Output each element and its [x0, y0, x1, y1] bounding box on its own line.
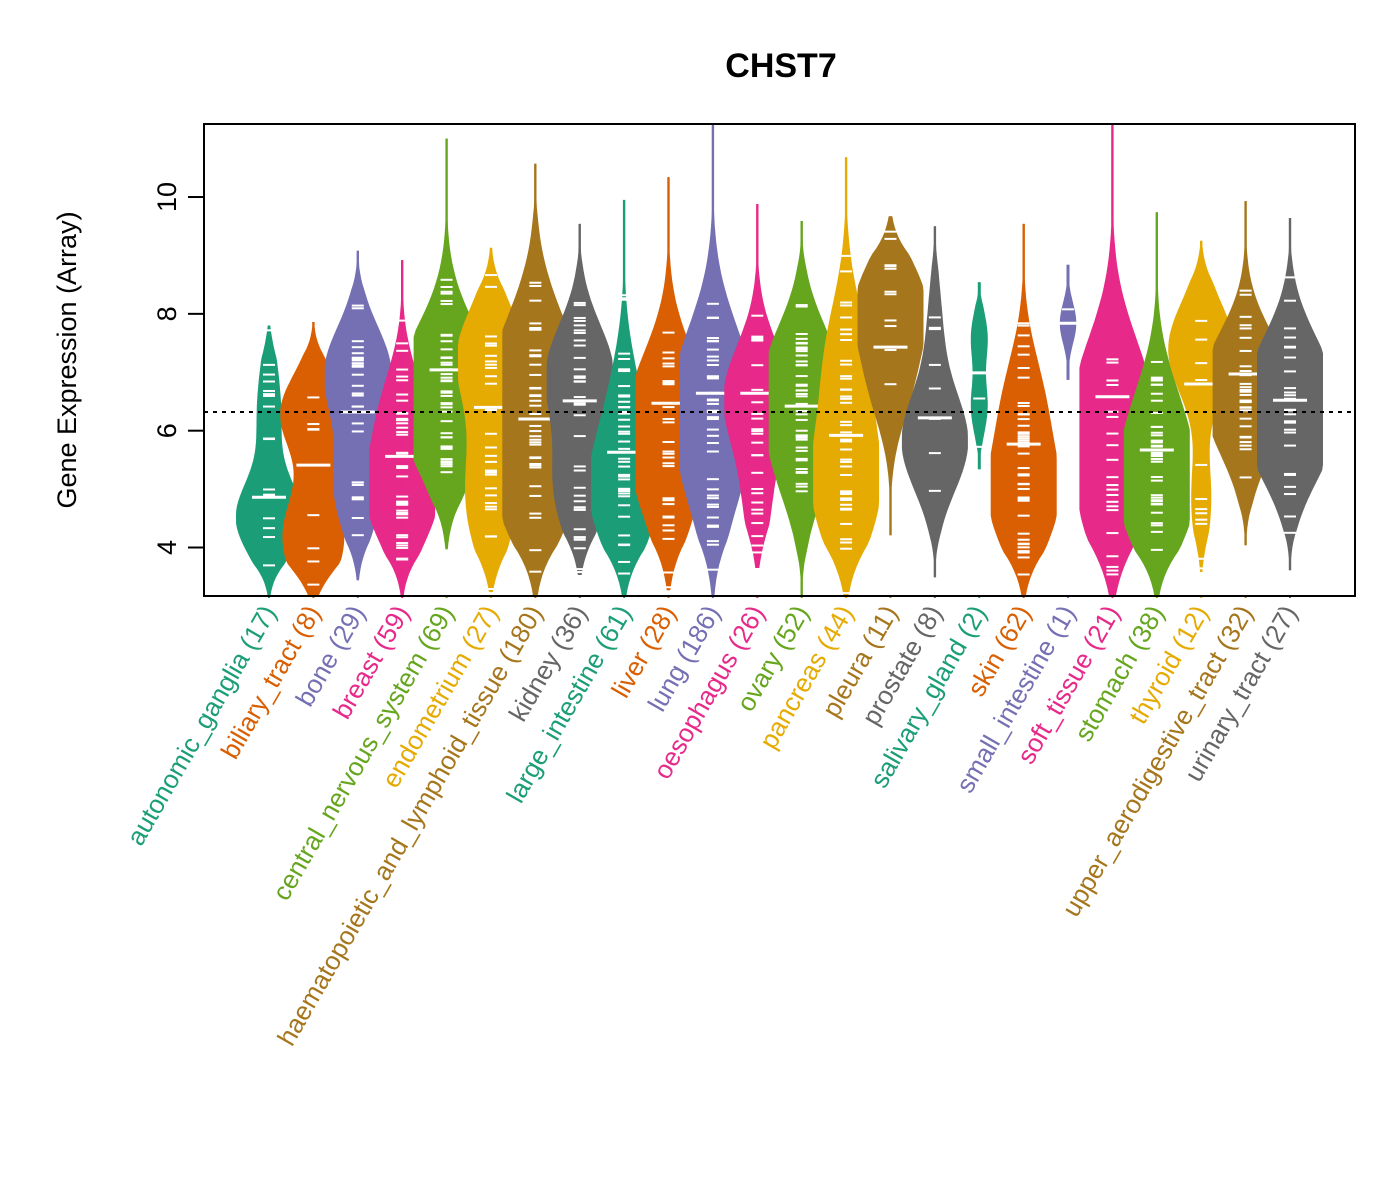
violin-oesophagus	[724, 204, 791, 598]
violin-urinary-tract	[1257, 218, 1323, 598]
chart-title: CHST7	[725, 47, 836, 85]
violin-lung	[679, 124, 746, 598]
violin-pleura	[857, 216, 924, 598]
y-tick-label: 10	[152, 182, 182, 212]
violin-central-nervous-system	[413, 138, 480, 598]
violin-stomach	[1123, 212, 1190, 598]
x-axis-labels: autonomic_ganglia (17)biliary_tract (8)b…	[120, 600, 1303, 1051]
violin-haematopoietic-and-lymphoid-tissue	[502, 163, 569, 598]
y-axis-label: Gene Expression (Array)	[52, 211, 82, 508]
y-axis: 4 6 8 10	[152, 182, 204, 555]
violin-breast	[369, 260, 436, 598]
violin-thyroid	[1168, 240, 1235, 598]
violin-salivary-gland	[962, 282, 997, 598]
violin-pancreas	[813, 157, 880, 598]
violin-small-intestine	[1051, 264, 1086, 598]
y-tick-label: 4	[152, 540, 182, 555]
plot-frame	[203, 123, 1356, 597]
violin-prostate	[901, 226, 968, 598]
violin-skin	[990, 223, 1057, 598]
y-tick-label: 6	[152, 423, 182, 438]
y-tick-label: 8	[152, 306, 182, 321]
violins-group	[236, 124, 1323, 598]
